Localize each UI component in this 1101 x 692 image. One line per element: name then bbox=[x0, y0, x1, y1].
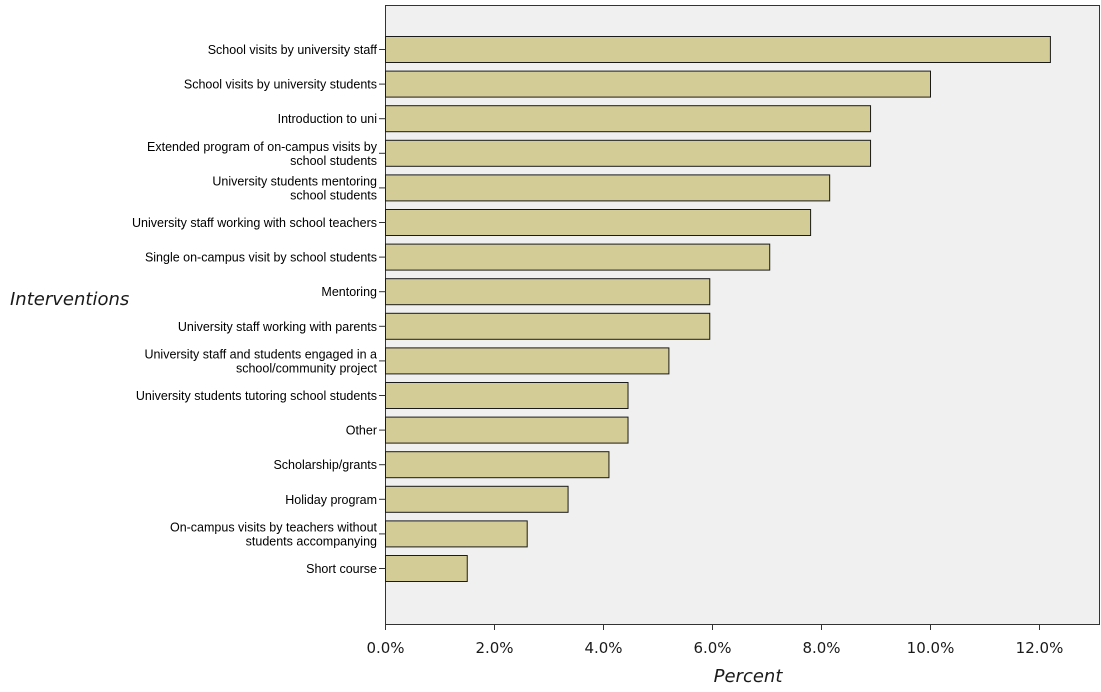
category-label: University students tutoring school stud… bbox=[136, 389, 377, 403]
x-tick-label: 8.0% bbox=[802, 639, 840, 657]
category-label: On-campus visits by teachers without stud… bbox=[170, 520, 378, 548]
bar bbox=[385, 278, 711, 306]
category-label: School visits by university staff bbox=[208, 43, 378, 57]
x-tick-label: 0.0% bbox=[366, 639, 404, 657]
bar bbox=[385, 174, 831, 202]
x-tick-label: 10.0% bbox=[907, 639, 955, 657]
bar bbox=[385, 243, 771, 271]
bar bbox=[385, 520, 528, 548]
bar bbox=[385, 555, 468, 582]
category-label: University students mentoring school stud… bbox=[212, 174, 377, 202]
bar bbox=[385, 105, 872, 133]
bar bbox=[385, 382, 629, 409]
category-label: University staff and students engaged in… bbox=[144, 347, 377, 375]
category-label: School visits by university students bbox=[184, 78, 377, 92]
category-labels-group: School visits by university staff School … bbox=[132, 43, 386, 576]
bar bbox=[385, 209, 812, 236]
y-axis-title: Interventions bbox=[10, 289, 129, 310]
bar bbox=[385, 347, 670, 375]
bars-group bbox=[385, 36, 1051, 582]
category-label: University staff working with parents bbox=[178, 320, 377, 334]
bar bbox=[385, 70, 931, 98]
category-label: Short course bbox=[306, 562, 377, 576]
category-label: Mentoring bbox=[321, 285, 377, 299]
x-tick-label: 2.0% bbox=[475, 639, 513, 657]
bar bbox=[385, 139, 872, 167]
category-label: Extended program of on-campus visits by s… bbox=[147, 140, 378, 168]
x-tick-label: 4.0% bbox=[584, 639, 622, 657]
category-label: Scholarship/grants bbox=[273, 458, 377, 472]
category-label: Introduction to uni bbox=[278, 112, 377, 126]
x-tick-label: 12.0% bbox=[1016, 639, 1064, 657]
bar bbox=[385, 451, 610, 479]
category-label: Single on-campus visit by school student… bbox=[145, 251, 377, 265]
bar bbox=[385, 312, 711, 340]
bar bbox=[385, 36, 1051, 63]
bar bbox=[385, 485, 569, 513]
category-label: Holiday program bbox=[285, 493, 377, 507]
x-tick-label: 6.0% bbox=[693, 639, 731, 657]
x-ticks-group: 0.0% 2.0% 4.0% 6.0% 8.0% 10.0% 12.0% bbox=[366, 624, 1063, 657]
category-label: University staff working with school tea… bbox=[132, 216, 377, 230]
bar bbox=[385, 416, 629, 444]
category-label: Other bbox=[346, 424, 377, 438]
x-axis-title: Percent bbox=[714, 666, 784, 687]
